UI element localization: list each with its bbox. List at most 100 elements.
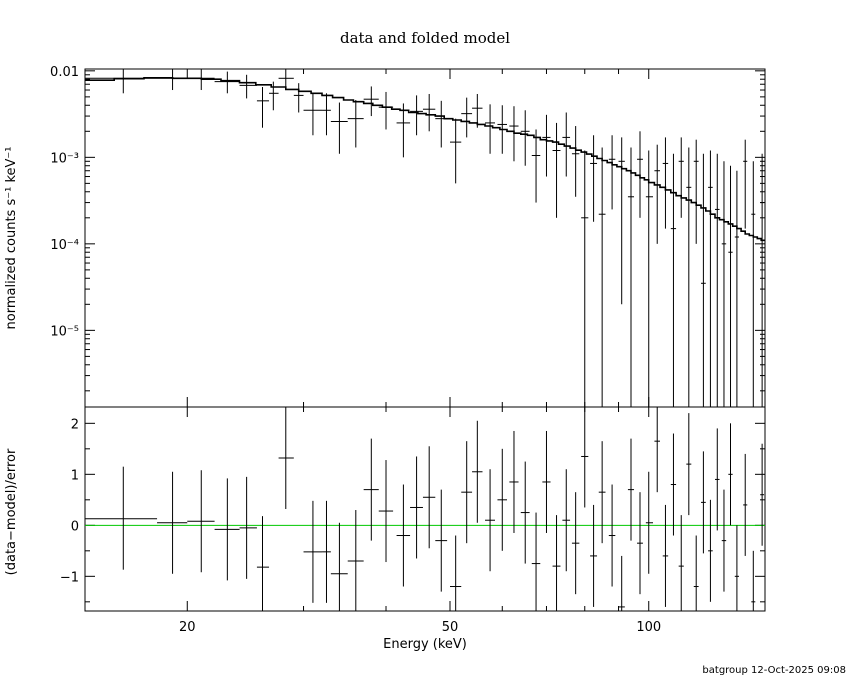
data-point [435,100,448,148]
data-point [410,95,423,136]
residual-point [187,470,215,573]
data-point [520,110,530,166]
data-point [531,129,541,203]
residual-point [734,525,740,611]
residual-point [531,512,541,611]
data-point [721,161,727,407]
data-point [627,147,635,407]
x-tick-label: 100 [636,620,661,635]
data-point [509,106,519,162]
data-point [449,118,462,184]
spectrum-panel: 0.01 10⁻³ 10⁻⁴ 10⁻⁵ [50,65,766,408]
data-point [485,104,496,154]
data-point [708,150,713,407]
residual-point [520,461,530,564]
data-point [654,144,660,244]
data-point [693,139,699,244]
residual-point [701,451,706,554]
residual-point [571,492,580,595]
residual-point [637,492,643,595]
data-point [552,122,561,218]
data-point [670,153,677,407]
data-point [645,150,654,407]
residual-point [330,522,348,611]
residual-point [303,500,323,603]
model-step-line [85,77,765,242]
residual-point [472,420,483,523]
y-tick-label: 0.01 [50,65,79,80]
x-tick-label: 50 [442,620,459,635]
data-point [598,147,606,407]
residual-point [256,516,270,611]
data-point [256,87,270,128]
residual-point [678,515,684,611]
residual-point [214,478,240,581]
data-point [701,153,706,407]
residual-point [410,456,423,559]
data-point [422,93,436,132]
residual-point [422,446,436,549]
residual-point [715,428,720,531]
data-point [303,93,323,136]
data-point [363,86,379,117]
data-point [239,74,257,99]
data-point [497,105,508,154]
data-point [330,102,348,154]
residual-point [645,471,654,574]
data-point [461,97,473,138]
chart-title: data and folded model [340,29,510,47]
data-point [662,137,669,229]
data-point [293,83,304,113]
data-point [269,81,279,111]
data-point [618,137,625,305]
y-tick-label: 10⁻³ [50,151,79,166]
residual-point [485,469,496,572]
data-point [187,69,215,91]
y-tick-label: 10⁻⁴ [50,238,79,253]
residual-point [590,504,598,607]
residual-point [608,484,616,587]
data-point [715,153,720,407]
residual-point [743,453,748,556]
data-point [728,165,733,407]
data-point [571,126,580,197]
residual-point [598,441,606,544]
data-point [590,135,598,222]
residual-point [654,407,660,493]
data-point [608,135,616,210]
residual-point [497,448,508,551]
data-point [542,114,551,177]
residual-point [322,500,331,603]
data-point [322,93,331,136]
residual-point [396,484,411,587]
residual-point [618,555,625,611]
y-tick-label: 0 [71,519,79,534]
data-point [760,153,765,407]
y-tick-label: 1 [71,468,79,483]
footer-stamp: batgroup 12-Oct-2025 09:08 [702,665,846,676]
residual-point [693,535,699,611]
residual-point [686,413,692,516]
x-axis-label: Energy (keV) [383,637,467,652]
data-point [85,69,158,94]
data-point [734,170,740,407]
y-tick-label: −1 [60,570,79,585]
top-panel-frame [84,68,766,408]
residual-point [728,423,733,526]
residual-point [760,443,765,546]
residual-point [542,430,551,533]
data-point [678,137,684,218]
data-point [378,91,394,130]
data-point [637,131,643,218]
data-point [396,103,411,158]
residual-point [552,515,561,611]
residual-point [708,499,713,602]
residual-point [363,438,379,541]
data-point [743,139,748,229]
data-point [347,100,364,148]
residual-point [157,471,188,574]
residuals-panel: 20 50 100 2 1 0 −1 [60,406,766,635]
data-point [751,161,756,407]
data-point [472,93,483,128]
